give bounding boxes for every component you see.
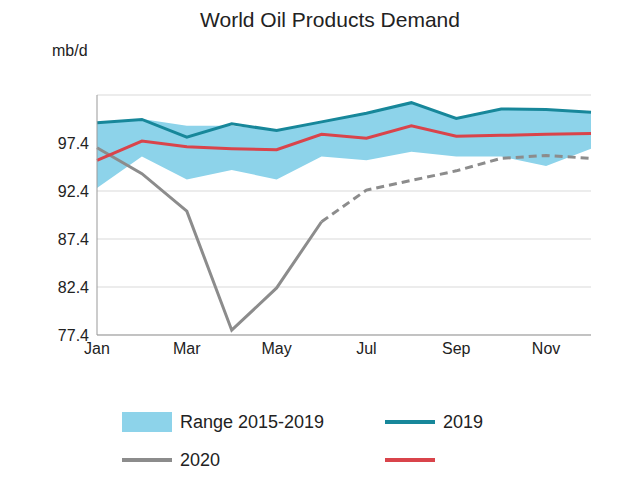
svg-text:Sep: Sep — [442, 340, 471, 357]
html-text:mb/d: mb/d — [52, 42, 88, 59]
svg-text:May: May — [262, 340, 292, 357]
html-text:2019: 2019 — [443, 411, 483, 432]
svg-text:92.4: 92.4 — [58, 183, 89, 200]
svg-text:Jan: Jan — [84, 340, 110, 358]
svg-text:97.4: 97.4 — [58, 135, 89, 152]
html-text:2020: 2020 — [180, 449, 220, 470]
svg-text:Jul: Jul — [356, 340, 376, 357]
svg-text:82.4: 82.4 — [58, 279, 89, 296]
svg-text:Nov: Nov — [532, 340, 560, 357]
svg-text:87.4: 87.4 — [58, 231, 89, 248]
html-text:World Oil Products Demand: World Oil Products Demand — [200, 8, 460, 31]
svg-text:77.4: 77.4 — [58, 327, 89, 344]
svg-text:Mar: Mar — [173, 340, 201, 357]
html-text:Range 2015-2019: Range 2015-2019 — [180, 411, 325, 432]
